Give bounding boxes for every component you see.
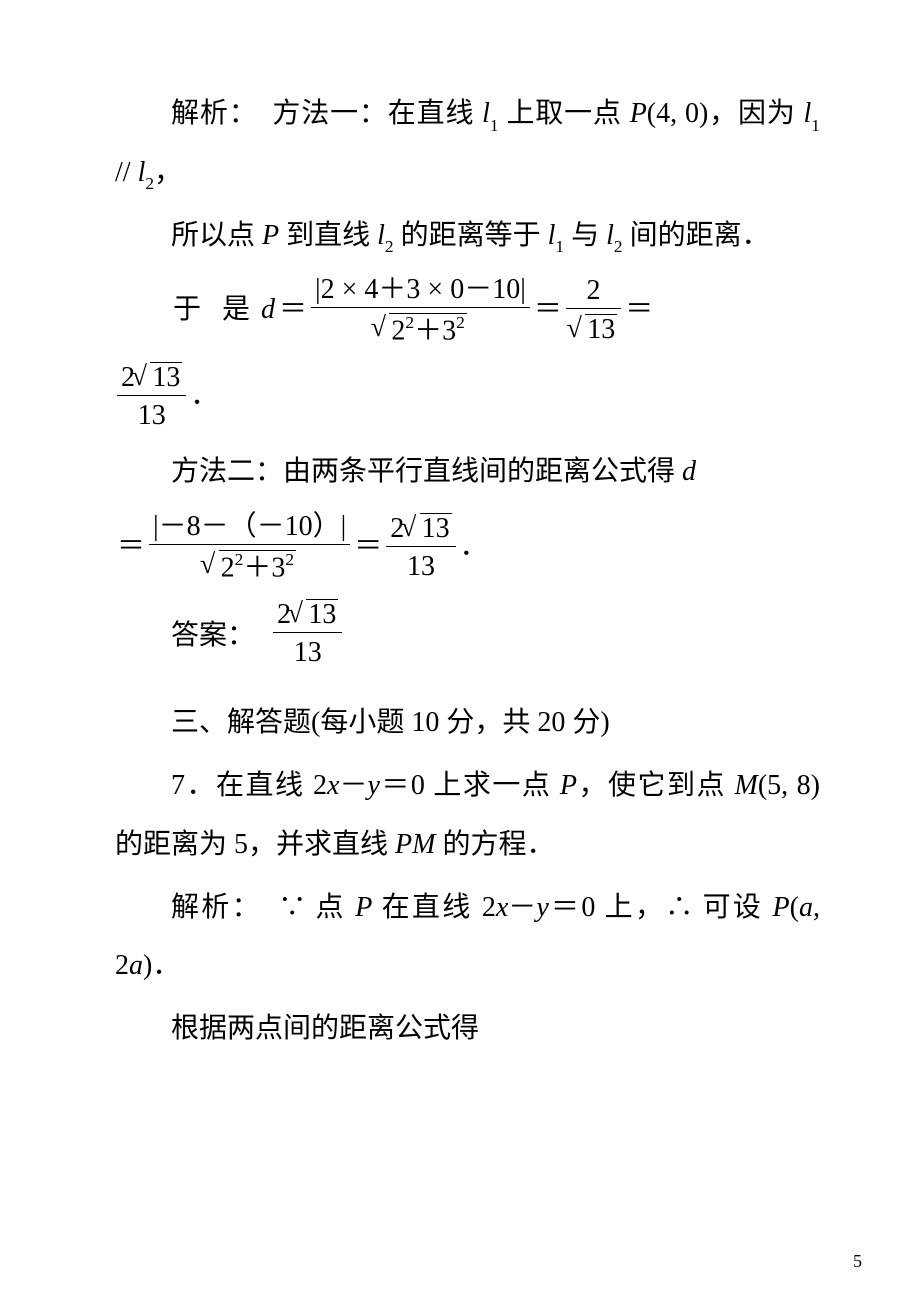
document-page: 解析： 方法一：在直线 l1 上取一点 P(4, 0)，因为 l1 // l2，…: [0, 0, 920, 1302]
fraction-3: 213 13: [117, 359, 186, 433]
text: 在直线 2: [372, 892, 496, 923]
fraction-1: |2 × 4＋3 × 0－10| 22＋32: [311, 272, 530, 348]
var-P: P: [630, 98, 647, 129]
sqrt: 22＋32: [203, 547, 296, 585]
var-l: l: [482, 98, 490, 129]
numerator: 213: [386, 510, 455, 547]
var-x: x: [496, 892, 508, 923]
var-a: a: [129, 950, 143, 981]
sqrt: 13: [404, 510, 451, 546]
text: 7．在直线 2: [171, 770, 327, 801]
var-y: y: [367, 770, 379, 801]
numerator: |2 × 4＋3 × 0－10|: [311, 272, 530, 308]
fraction-2: 213 13: [386, 510, 455, 584]
text: 上取一点: [499, 98, 630, 129]
question-7: 7．在直线 2x－y＝0 上求一点 P，使它到点 M(5, 8) 的距离为 5，…: [115, 757, 820, 875]
solution-7-line2: 根据两点间的距离公式得: [115, 1000, 820, 1059]
radicand: 22＋32: [389, 313, 466, 347]
text: ＝0 上求一点: [380, 770, 560, 801]
analysis-method2: 方法二：由两条平行直线间的距离公式得 d: [115, 443, 820, 502]
denominator: 22＋32: [149, 545, 350, 585]
radicand: 13: [306, 599, 338, 631]
text: 的方程．: [435, 829, 554, 860]
radicand: 13: [585, 314, 617, 346]
sub-2: 2: [145, 174, 154, 193]
text: 所以点: [171, 220, 262, 251]
text: 的距离等于: [394, 220, 548, 251]
denominator: 13: [386, 547, 455, 584]
sub-2: 2: [614, 237, 623, 256]
equation-d-method2: ＝ |－8－（－10）| 22＋32 ＝ 213 13 ．: [115, 508, 820, 586]
text: (: [790, 892, 799, 923]
sqrt: 13: [291, 596, 338, 632]
numerator: 213: [117, 359, 186, 396]
text: (4, 0)，因为: [647, 98, 804, 129]
fraction-2: 2 13: [566, 273, 621, 347]
text: －: [508, 892, 536, 923]
sub-1: 1: [555, 237, 564, 256]
var-P: P: [560, 770, 577, 801]
denominator: 13: [273, 633, 342, 670]
text: )．: [143, 950, 180, 981]
analysis-method1-line2: 所以点 P 到直线 l2 的距离等于 l1 与 l2 间的距离．: [115, 207, 820, 266]
denominator: 13: [117, 396, 186, 433]
text: ，使它到点: [577, 770, 735, 801]
sub-2: 2: [385, 237, 394, 256]
var-y: y: [536, 892, 548, 923]
section-3-heading: 三、解答题(每小题 10 分，共 20 分): [115, 694, 820, 753]
sub-1: 1: [811, 116, 820, 135]
answer-label: 答案：: [171, 613, 255, 653]
text: 方法二：由两条平行直线间的距离公式得: [171, 456, 682, 487]
var-PM: PM: [395, 829, 435, 860]
equation-d-continued: 213 13 ．: [115, 359, 820, 433]
analysis-method1-line1: 解析： 方法一：在直线 l1 上取一点 P(4, 0)，因为 l1 // l2，: [115, 85, 820, 203]
text: 解析： 方法一：在直线: [171, 98, 482, 129]
var-a: a: [799, 892, 813, 923]
equals: ＝: [534, 282, 562, 338]
numerator: 213: [273, 596, 342, 633]
radicand: 13: [420, 513, 452, 545]
text: 间的距离．: [623, 220, 770, 251]
equals: ＝: [354, 519, 382, 575]
period: ．: [460, 519, 488, 575]
period: ．: [190, 368, 218, 424]
sub-1: 1: [490, 116, 499, 135]
text: 到直线: [279, 220, 377, 251]
equals: ＝: [625, 282, 653, 338]
var-P: P: [262, 220, 279, 251]
var-l: l: [606, 220, 614, 251]
text: ＝0 上，∴ 可设: [549, 892, 773, 923]
denominator: 22＋32: [311, 308, 530, 348]
var-P: P: [773, 892, 790, 923]
text: －: [339, 770, 367, 801]
parallel: //: [115, 157, 138, 188]
var-l: l: [377, 220, 385, 251]
answer-line: 答案： 213 13: [115, 596, 820, 670]
text: 解析： ∵ 点: [171, 892, 355, 923]
equals: ＝: [279, 282, 307, 338]
text: 于 是: [173, 282, 257, 338]
equals: ＝: [117, 519, 145, 575]
var-d: d: [261, 282, 275, 338]
sqrt: 22＋32: [374, 310, 467, 348]
numerator: |－8－（－10）|: [149, 509, 350, 545]
radicand: 13: [150, 362, 182, 394]
radicand: 22＋32: [219, 550, 296, 584]
solution-7-line1: 解析： ∵ 点 P 在直线 2x－y＝0 上，∴ 可设 P(a, 2a)．: [115, 879, 820, 997]
var-d: d: [682, 456, 696, 487]
text: 与: [564, 220, 606, 251]
page-number: 5: [853, 1251, 862, 1272]
text: ，: [154, 157, 182, 188]
denominator: 13: [566, 309, 621, 347]
var-x: x: [327, 770, 339, 801]
answer-fraction: 213 13: [273, 596, 342, 670]
numerator: 2: [566, 273, 621, 309]
sqrt: 13: [135, 359, 182, 395]
var-P: P: [355, 892, 372, 923]
equation-d-value: 于 是 d ＝ |2 × 4＋3 × 0－10| 22＋32 ＝ 2 13 ＝: [115, 271, 820, 349]
fraction-1: |－8－（－10）| 22＋32: [149, 509, 350, 585]
sqrt: 13: [570, 311, 617, 347]
var-M: M: [735, 770, 758, 801]
